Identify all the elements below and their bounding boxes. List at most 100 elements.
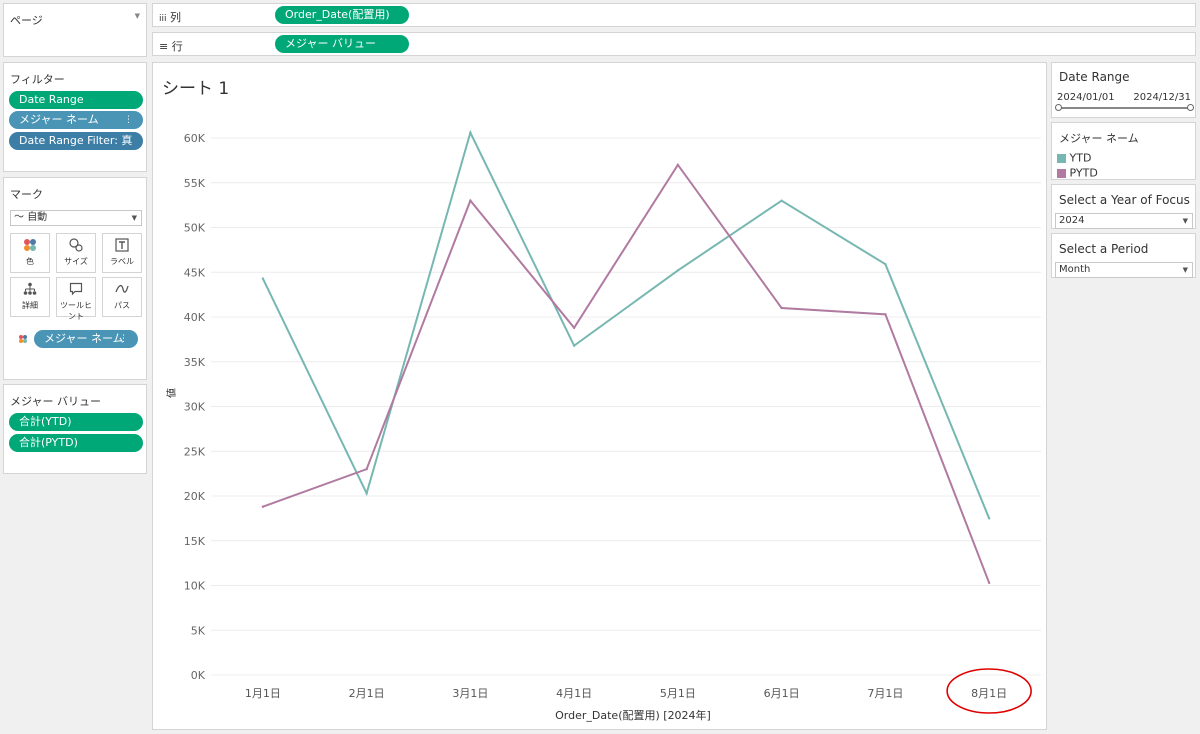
detail-icon: [11, 282, 49, 298]
chevron-down-icon: ▼: [1182, 266, 1188, 274]
marks-panel: マーク 〜 自動 ▼ 色 サイズ ラベル 詳細 ツールヒント パ: [3, 177, 147, 380]
data-point-pytd: [780, 306, 783, 310]
tooltip-icon: [57, 282, 95, 298]
y-tick-label: 40K: [184, 311, 206, 324]
pages-panel: ページ ▼: [3, 3, 147, 57]
year-focus-select[interactable]: 2024 ▼: [1055, 213, 1193, 229]
data-point-ytd: [676, 269, 680, 272]
y-tick-label: 5K: [191, 624, 206, 637]
data-point-pytd: [469, 199, 472, 202]
path-icon: [103, 282, 141, 298]
measure-values-title: メジャー バリュー: [10, 395, 101, 408]
filter-pill-measure-names[interactable]: メジャー ネーム ⋮: [9, 111, 143, 129]
rows-icon: ≡: [159, 40, 169, 53]
sort-icon: ⋮: [119, 334, 128, 344]
legend-swatch-pytd: [1057, 168, 1066, 178]
line-mark-icon: 〜: [14, 212, 24, 223]
mark-type-select[interactable]: 〜 自動 ▼: [10, 210, 142, 226]
data-point-pytd: [261, 505, 265, 508]
x-tick-label: 8月1日: [971, 687, 1007, 700]
y-tick-label: 15K: [184, 535, 206, 548]
data-point-pytd: [676, 163, 680, 167]
data-point-ytd: [572, 344, 576, 347]
rows-shelf[interactable]: ≡ 行 メジャー バリュー: [152, 32, 1196, 56]
chevron-down-icon[interactable]: ▼: [134, 12, 140, 20]
y-tick-label: 55K: [184, 177, 206, 190]
measure-pill-ytd[interactable]: 合計(YTD): [9, 413, 143, 431]
data-point-ytd: [261, 277, 265, 280]
year-focus-title: Select a Year of Focus: [1059, 193, 1190, 207]
legend-title: メジャー ネーム: [1059, 132, 1139, 145]
x-tick-label: 7月1日: [867, 687, 903, 700]
date-range-title: Date Range: [1059, 70, 1130, 84]
mark-detail-button[interactable]: 詳細: [10, 277, 50, 317]
date-range-slider-handle-end[interactable]: [1187, 104, 1194, 111]
data-point-pytd: [365, 467, 368, 471]
mark-tooltip-button[interactable]: ツールヒント: [56, 277, 96, 321]
data-point-ytd: [365, 492, 368, 495]
series-line-pytd: [262, 163, 991, 584]
color-legend: メジャー ネーム YTD PYTD: [1051, 122, 1196, 180]
period-title: Select a Period: [1059, 242, 1149, 256]
marks-title: マーク: [10, 188, 43, 201]
date-range-slider-track[interactable]: [1057, 107, 1192, 109]
legend-item-pytd[interactable]: PYTD: [1057, 166, 1098, 180]
data-point-ytd: [469, 131, 472, 134]
x-tick-label: 4月1日: [556, 687, 592, 700]
date-range-start: 2024/01/01: [1057, 92, 1115, 103]
series-line-ytd: [261, 129, 991, 519]
y-tick-label: 45K: [184, 266, 206, 279]
x-tick-label: 1月1日: [245, 687, 281, 700]
y-tick-label: 0K: [191, 669, 206, 682]
y-axis-label: 値: [165, 388, 178, 398]
date-range-slider-handle-start[interactable]: [1055, 104, 1062, 111]
legend-swatch-ytd: [1057, 153, 1066, 163]
filters-panel: フィルター Date Range メジャー ネーム ⋮ Date Range Fi…: [3, 62, 147, 172]
mark-size-button[interactable]: サイズ: [56, 233, 96, 273]
data-point-ytd: [884, 262, 887, 266]
x-tick-label: 2月1日: [349, 687, 385, 700]
filters-title: フィルター: [10, 73, 65, 86]
size-icon: [57, 238, 95, 254]
x-tick-label: 3月1日: [452, 687, 488, 700]
columns-icon: iii: [159, 14, 167, 24]
columns-shelf-label: iii 列: [159, 11, 182, 24]
legend-item-ytd[interactable]: YTD: [1057, 151, 1091, 165]
chevron-down-icon: ▼: [1182, 217, 1188, 225]
data-point-ytd: [780, 199, 783, 202]
annotation-ellipse: [946, 668, 1032, 714]
data-point-pytd: [987, 581, 991, 585]
data-point-pytd: [572, 326, 576, 329]
x-tick-label: 6月1日: [764, 687, 800, 700]
mark-label-button[interactable]: ラベル: [102, 233, 142, 273]
period-parameter: Select a Period Month ▼: [1051, 233, 1196, 278]
data-point-pytd: [884, 313, 887, 316]
color-icon: [11, 238, 49, 254]
measure-values-panel: メジャー バリュー 合計(YTD) 合計(PYTD): [3, 384, 147, 474]
rows-pill[interactable]: メジャー バリュー: [275, 35, 409, 53]
filter-pill-date-range-filter[interactable]: Date Range Filter: 真: [9, 132, 143, 150]
mark-color-button[interactable]: 色: [10, 233, 50, 273]
date-range-end: 2024/12/31: [1133, 92, 1191, 103]
period-select[interactable]: Month ▼: [1055, 262, 1193, 278]
marks-color-pill[interactable]: メジャー ネーム ⋮: [34, 330, 138, 348]
x-tick-label: 5月1日: [660, 687, 696, 700]
y-tick-label: 20K: [184, 490, 206, 503]
mark-path-button[interactable]: パス: [102, 277, 142, 317]
date-range-filter-card: Date Range 2024/01/01 2024/12/31: [1051, 62, 1196, 118]
sheet-view: シート 1 0K 5K 10K 15K 20K 25K 30K 35K 40K 45K 50K 55K…: [152, 62, 1047, 730]
chevron-down-icon: ▼: [131, 214, 137, 222]
filter-pill-date-range[interactable]: Date Range: [9, 91, 143, 109]
columns-pill[interactable]: Order_Date(配置用): [275, 6, 409, 24]
color-field-icon: [18, 334, 28, 347]
columns-shelf[interactable]: iii 列 Order_Date(配置用): [152, 3, 1196, 27]
sort-icon: ⋮: [124, 115, 133, 125]
y-tick-label: 25K: [184, 445, 206, 458]
pages-title: ページ: [10, 14, 43, 27]
measure-pill-pytd[interactable]: 合計(PYTD): [9, 434, 143, 452]
label-icon: [103, 238, 141, 254]
y-tick-label: 30K: [184, 401, 206, 414]
sheet-title: シート 1: [162, 79, 230, 99]
rows-shelf-label: ≡ 行: [159, 40, 183, 53]
x-axis-label: Order_Date(配置用) [2024年]: [555, 708, 711, 722]
